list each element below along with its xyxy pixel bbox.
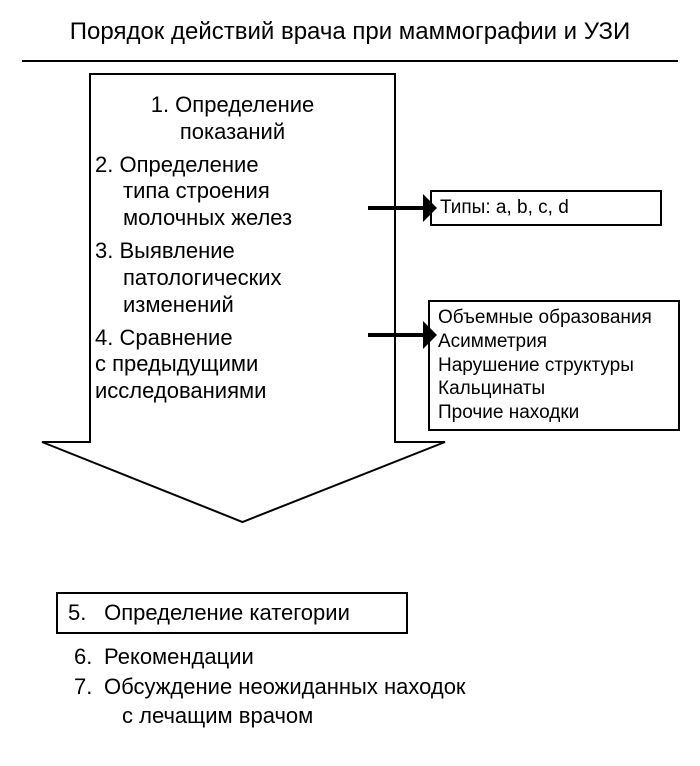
connector-arrow-findings [367,320,441,352]
main-step-1: 1. Определениепоказаний [95,92,370,146]
bottom-step-7: 7.Обсуждение неожиданных находок [74,672,466,702]
main-step-3: 3. Выявлениепатологическихизменений [95,238,370,318]
main-step-2: 2. Определениетипа строениямолочных желе… [95,152,370,232]
side-box-line: Асимметрия [438,330,670,354]
side-box-line: Нарушение структуры [438,354,670,378]
side-box-line: Типы: a, b, c, d [440,196,652,220]
side-box-line: Кальцинаты [438,377,670,401]
step5-text: Определение категории [104,600,350,625]
side-box-types: Типы: a, b, c, d [430,190,662,226]
side-box-line: Объемные образования [438,306,670,330]
side-box-line: Прочие находки [438,401,670,425]
bottom-steps: 6.Рекомендации7.Обсуждение неожиданных н… [74,642,466,731]
connector-arrow-types [367,193,441,225]
main-step-4: 4. Сравнениес предыдущимиисследованиями [95,325,370,405]
bottom-step-7-cont: с лечащим врачом [74,701,466,731]
step5-box: 5. Определение категории [56,592,408,634]
step5-number: 5. [68,600,98,626]
side-box-findings: Объемные образованияАсимметрияНарушение … [428,300,680,431]
page-title: Порядок действий врача при маммографии и… [0,0,700,56]
main-steps-text: 1. Определениепоказаний 2. Определениетип… [95,92,370,411]
bottom-step-6: 6.Рекомендации [74,642,466,672]
diagram-canvas: 1. Определениепоказаний 2. Определениетип… [0,62,700,752]
